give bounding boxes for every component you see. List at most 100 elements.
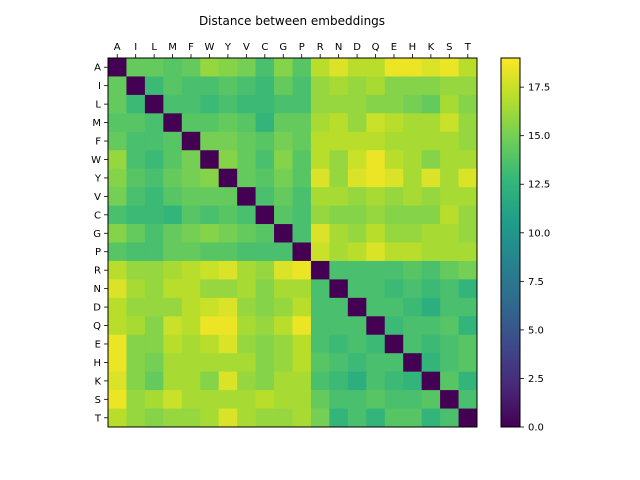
heatmap-cell-H-E [384,353,404,373]
x-tick-label-W: W [205,42,215,53]
heatmap-cell-H-W [200,353,220,373]
x-tick-label-L: L [151,42,157,53]
heatmap-cell-M-I [126,113,146,133]
x-tick-label-F: F [188,42,194,53]
heatmap-cell-M-R [310,113,330,133]
heatmap-cell-V-R [310,187,330,206]
heatmap-cell-C-L [144,205,164,225]
heatmap-cell-S-M [163,390,183,409]
heatmap-cell-Y-Y [218,168,238,188]
heatmap-cell-P-D [347,242,367,262]
heatmap-cell-E-K [421,334,441,354]
heatmap-cell-Q-R [310,316,330,336]
heatmap-cell-E-P [292,334,312,354]
heatmap-cell-G-Y [218,224,238,243]
colorbar-tick-label: 7.5 [528,277,544,288]
heatmap-cell-H-K [421,353,441,373]
heatmap-cell-Q-D [347,316,367,336]
heatmap-cell-H-A [108,353,127,373]
heatmap-cell-N-E [384,279,404,299]
heatmap-cell-A-L [144,58,164,77]
heatmap-cell-W-D [347,150,367,170]
colorbar-tick-label: 12.5 [528,180,550,191]
heatmap-cell-M-M [163,113,183,133]
heatmap-cell-I-V [237,76,256,96]
y-tick-label-D: D [93,303,101,314]
heatmap-cell-Y-F [181,168,201,188]
heatmap-cell-H-G [274,353,293,373]
heatmap-cell-K-V [237,371,256,391]
heatmap-cell-Q-N [329,316,349,336]
heatmap-cell-S-K [421,390,441,409]
heatmap-cell-F-D [347,131,367,151]
x-tick-label-Q: Q [372,42,380,53]
heatmap-cell-Q-H [403,316,423,336]
heatmap-cell-F-K [421,131,441,151]
heatmap-cell-M-Q [366,113,386,133]
heatmap-cell-W-M [163,150,183,170]
heatmap-cell-V-N [329,187,349,206]
heatmap-cell-D-D [347,297,367,317]
heatmap-cell-V-M [163,187,183,206]
heatmap-cell-E-S [440,334,459,354]
heatmap-cell-I-I [126,76,146,96]
heatmap-cell-G-N [329,224,349,243]
heatmap-cell-S-W [200,390,220,409]
heatmap-cell-V-K [421,187,441,206]
heatmap-cell-H-I [126,353,146,373]
heatmap-cell-C-H [403,205,423,225]
x-tick-label-A: A [114,42,121,53]
heatmap-cell-R-N [329,260,349,280]
colorbar [500,57,521,428]
heatmap-cell-V-W [200,187,220,206]
heatmap-cell-V-C [255,187,275,206]
heatmap-cell-H-C [255,353,275,373]
heatmap-cell-L-M [163,94,183,114]
heatmap-cell-Q-M [163,316,183,336]
heatmap-cell-R-G [274,260,293,280]
heatmap-cell-R-E [384,260,404,280]
heatmap-cell-L-E [384,94,404,114]
heatmap-cell-R-D [347,260,367,280]
heatmap-cell-P-I [126,242,146,262]
heatmap-cell-C-P [292,205,312,225]
heatmap-cell-N-W [200,279,220,299]
heatmap-cell-W-N [329,150,349,170]
heatmap-cell-W-V [237,150,256,170]
heatmap-cell-C-W [200,205,220,225]
heatmap-cell-H-D [347,353,367,373]
heatmap-cell-E-W [200,334,220,354]
colorbar-tick-label: 2.5 [528,374,544,385]
heatmap-cell-F-Q [366,131,386,151]
x-tick-label-T: T [464,42,472,53]
heatmap-cell-D-V [237,297,256,317]
heatmap-cell-P-T [458,242,478,262]
heatmap-cell-M-E [384,113,404,133]
heatmap-cell-M-K [421,113,441,133]
heatmap-cell-G-P [292,224,312,243]
heatmap-cell-N-T [458,279,478,299]
colorbar-tick-label: 5.0 [528,325,544,336]
heatmap-cell-P-A [108,242,127,262]
heatmap-cell-P-M [163,242,183,262]
heatmap-cell-E-H [403,334,423,354]
heatmap-cell-A-I [126,58,146,77]
heatmap-cell-P-L [144,242,164,262]
heatmap-cell-A-Y [218,58,238,77]
heatmap-cell-A-D [347,58,367,77]
heatmap-cell-S-Y [218,390,238,409]
heatmap-cell-A-F [181,58,201,77]
heatmap-cell-A-M [163,58,183,77]
heatmap-cell-S-Q [366,390,386,409]
heatmap-cell-F-A [108,131,127,151]
heatmap-cell-P-Y [218,242,238,262]
x-tick-label-V: V [243,42,250,53]
heatmap-cell-Y-K [421,168,441,188]
heatmap-cell-P-F [181,242,201,262]
x-tick-label-C: C [261,42,268,53]
y-tick-label-H: H [93,358,101,369]
y-tick-label-R: R [94,266,101,277]
heatmap-cell-L-P [292,94,312,114]
heatmap-cell-D-I [126,297,146,317]
